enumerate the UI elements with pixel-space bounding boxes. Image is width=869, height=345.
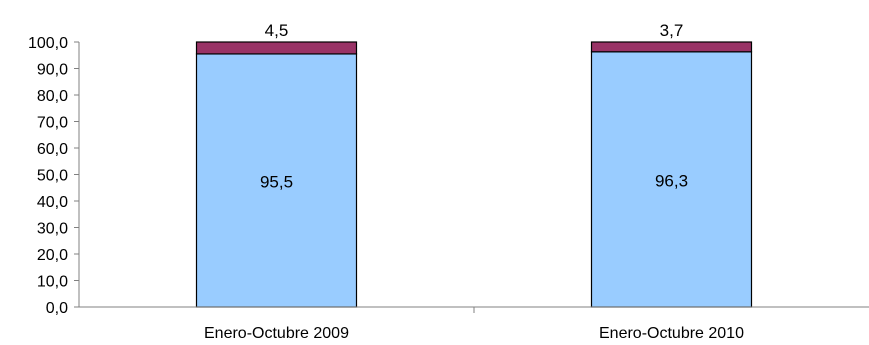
bar-segment bbox=[195, 41, 358, 55]
y-tick-label: 10,0 bbox=[37, 274, 68, 291]
x-category-label: Enero-Octubre 2009 bbox=[204, 325, 349, 342]
y-tick-label: 80,0 bbox=[37, 88, 68, 105]
y-tick-label: 30,0 bbox=[37, 221, 68, 238]
data-label: 96,3 bbox=[655, 171, 688, 190]
y-axis-ticks: 0,0 10,0 20,0 30,0 40,0 50,0 60,0 70,0 80,0 90,0 1… bbox=[28, 35, 79, 317]
y-tick-label: 70,0 bbox=[37, 115, 68, 132]
bars-layer bbox=[195, 41, 753, 308]
bar-segment bbox=[195, 53, 358, 308]
y-tick-label: 20,0 bbox=[37, 247, 68, 264]
y-tick-label: 0,0 bbox=[46, 300, 68, 317]
bar-segment bbox=[590, 41, 753, 53]
x-category-label: Enero-Octubre 2010 bbox=[599, 325, 744, 342]
y-tick-label: 100,0 bbox=[28, 35, 68, 52]
data-label: 4,5 bbox=[265, 21, 289, 40]
y-tick-label: 90,0 bbox=[37, 62, 68, 79]
y-tick-label: 60,0 bbox=[37, 141, 68, 158]
bar-segment bbox=[590, 51, 753, 308]
data-label: 3,7 bbox=[660, 21, 684, 40]
data-labels-layer: 95,5 4,5 96,3 3,7 bbox=[260, 21, 688, 191]
data-label: 95,5 bbox=[260, 172, 293, 191]
x-axis: Enero-Octubre 2009 Enero-Octubre 2010 bbox=[79, 306, 869, 342]
y-tick-label: 40,0 bbox=[37, 194, 68, 211]
y-tick-label: 50,0 bbox=[37, 168, 68, 185]
